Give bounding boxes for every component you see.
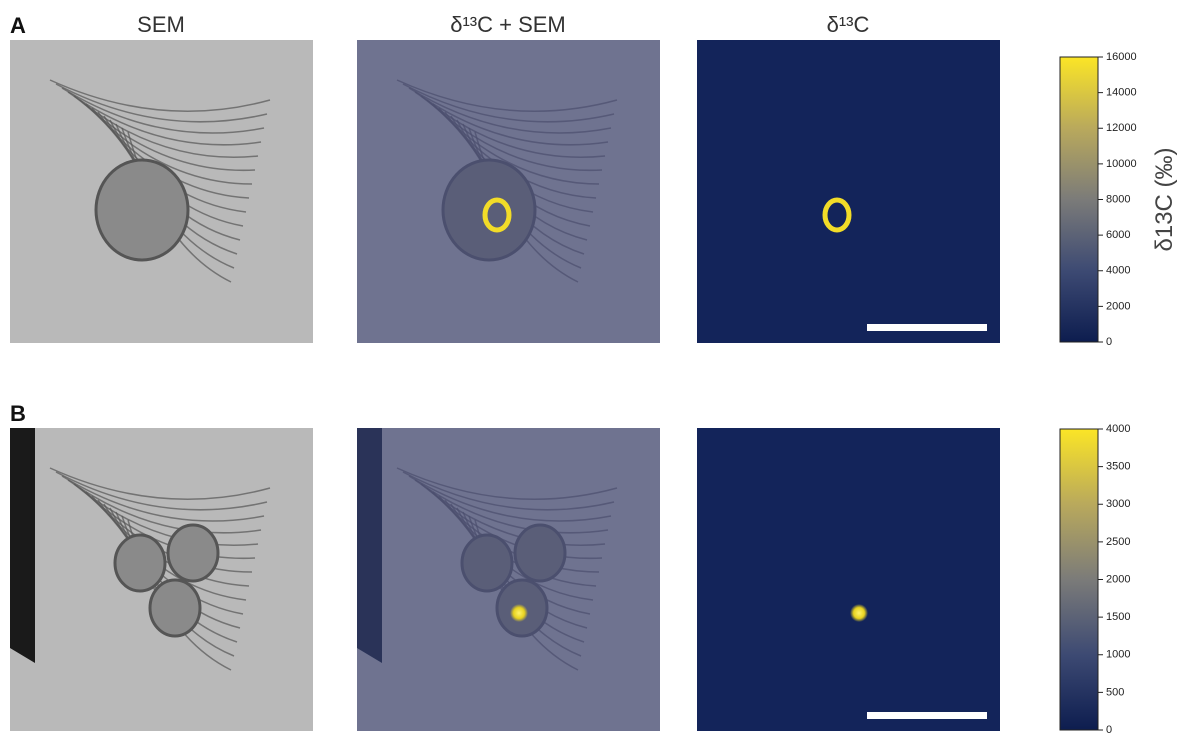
blank-area bbox=[357, 428, 382, 663]
colorbar-tick-label: 0 bbox=[1106, 336, 1112, 348]
organelle bbox=[150, 580, 200, 636]
colorbar-tick-label: 2000 bbox=[1106, 573, 1130, 585]
organelle bbox=[443, 160, 535, 260]
scale-bar bbox=[867, 712, 987, 719]
colorbar-tick-label: 16000 bbox=[1106, 51, 1137, 63]
colorbar-tick-label: 1000 bbox=[1106, 649, 1130, 661]
column-title: δ¹³C bbox=[827, 12, 870, 37]
colorbar-tick-label: 500 bbox=[1106, 686, 1124, 698]
colorbar-tick-label: 12000 bbox=[1106, 122, 1137, 134]
figure: SEM δ¹³C + SEM δ¹³C A 0 2000 4000 6000 8000 10… bbox=[0, 0, 1192, 737]
colorbar bbox=[1060, 57, 1098, 342]
colorbar-tick-label: 2500 bbox=[1106, 536, 1130, 548]
colorbar-tick-label: 4000 bbox=[1106, 423, 1130, 435]
colorbar-tick-label: 8000 bbox=[1106, 193, 1130, 205]
colorbar-tick-label: 2000 bbox=[1106, 300, 1130, 312]
organelle bbox=[515, 525, 565, 581]
column-title: SEM bbox=[137, 12, 185, 37]
organelle bbox=[168, 525, 218, 581]
colorbar-tick-label: 10000 bbox=[1106, 158, 1137, 170]
colorbar-tick-label: 0 bbox=[1106, 724, 1112, 736]
colorbar-label: δ13C (‰) bbox=[1151, 147, 1178, 251]
panel-label: A bbox=[10, 13, 26, 38]
organelle bbox=[115, 535, 165, 591]
colorbar-tick-label: 4000 bbox=[1106, 265, 1130, 277]
organelle bbox=[462, 535, 512, 591]
colorbar-tick-label: 3500 bbox=[1106, 461, 1130, 473]
organelle bbox=[96, 160, 188, 260]
enrichment-spot bbox=[510, 604, 528, 622]
column-title: δ¹³C + SEM bbox=[450, 12, 566, 37]
enrichment-spot bbox=[850, 604, 868, 622]
colorbar-tick-label: 1500 bbox=[1106, 611, 1130, 623]
colorbar-tick-label: 3000 bbox=[1106, 498, 1130, 510]
panel-label: B bbox=[10, 401, 26, 426]
isotope-image bbox=[697, 428, 1000, 731]
isotope-image bbox=[697, 40, 1000, 343]
colorbar-tick-label: 14000 bbox=[1106, 87, 1137, 99]
colorbar bbox=[1060, 429, 1098, 730]
blank-area bbox=[10, 428, 35, 663]
colorbar-tick-label: 6000 bbox=[1106, 229, 1130, 241]
scale-bar bbox=[867, 324, 987, 331]
